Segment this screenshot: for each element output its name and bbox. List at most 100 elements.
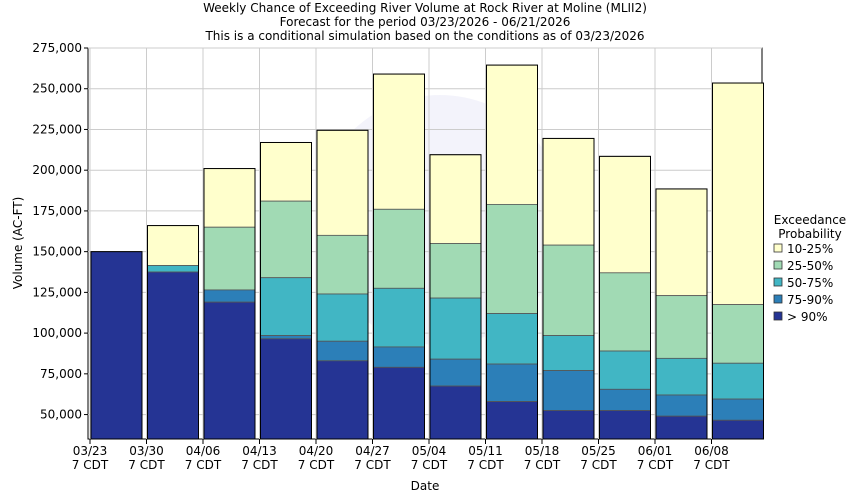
bar-segment-10-25 — [599, 155, 651, 274]
bar-segment-75-90 — [429, 358, 482, 387]
bar-outline — [599, 155, 651, 440]
bar-segment-50-75 — [655, 357, 708, 396]
bar-segment-25-50 — [373, 208, 425, 289]
x-tick-label-tz: 7 CDT — [693, 458, 730, 472]
bar-outline — [316, 129, 369, 440]
bar-outline — [260, 141, 312, 440]
y-axis-label: Volume (AC-FT) — [11, 197, 25, 290]
bar-outline — [655, 188, 708, 440]
bar-outline — [486, 64, 538, 440]
x-tick-label-date: 06/08 — [694, 444, 729, 458]
title-line-3: This is a conditional simulation based o… — [204, 29, 644, 43]
y-tick-label: 200,000 — [32, 163, 82, 177]
y-tick-label: 100,000 — [32, 326, 82, 340]
bar-segment-10-25 — [260, 142, 312, 202]
bar-outline — [203, 168, 256, 440]
bar-segment-75-90 — [542, 370, 595, 411]
bar-outline — [429, 154, 482, 440]
legend-swatch — [773, 243, 783, 253]
bar-segment-50-75 — [373, 287, 425, 348]
bar-segment-50-75 — [260, 277, 312, 336]
y-tick-label: 150,000 — [32, 245, 82, 259]
bar-segment-10-25 — [542, 138, 595, 246]
bar-segment-90 — [203, 301, 256, 440]
bar-segment-50-75 — [429, 297, 482, 360]
bar-week-04-06 — [203, 168, 256, 440]
x-tick-label-tz: 7 CDT — [524, 458, 561, 472]
bar-segment-90 — [429, 385, 482, 440]
legend-label: 50-75% — [787, 276, 833, 290]
legend-label: > 90% — [787, 310, 828, 324]
bar-segment-50-75 — [542, 335, 595, 371]
bar-segment-10-25 — [486, 64, 538, 205]
title-line-2: Forecast for the period 03/23/2026 - 06/… — [280, 15, 571, 29]
bar-segment-25-50 — [655, 295, 708, 359]
legend: Exceedance Probability 10-25% 25-50% 50-75… — [773, 213, 846, 324]
bar-segment-75-90 — [486, 363, 538, 402]
x-tick-label-date: 05/25 — [581, 444, 616, 458]
x-tick-label-date: 05/11 — [468, 444, 503, 458]
bar-segment-10-25 — [655, 188, 708, 297]
bar-segment-75-90 — [373, 346, 425, 368]
bar-week-05-11 — [486, 64, 538, 440]
bar-segment-50-75 — [712, 362, 764, 400]
legend-label: 10-25% — [787, 242, 833, 256]
bar-segment-10-25 — [316, 129, 369, 236]
bar-segment-75-90 — [599, 388, 651, 411]
bar-outline — [542, 137, 595, 440]
bar-segment-75-90 — [203, 289, 256, 303]
bar-segment-25-50 — [486, 203, 538, 314]
legend-label: 75-90% — [787, 293, 833, 307]
y-tick-label: 50,000 — [40, 408, 82, 422]
chart-title: Weekly Chance of Exceeding River Volume … — [203, 1, 647, 43]
x-tick-label-tz: 7 CDT — [241, 458, 278, 472]
bar-outline — [147, 225, 199, 440]
bar-segment-25-50 — [260, 200, 312, 279]
bar-week-06-08 — [712, 82, 764, 440]
x-tick-label-tz: 7 CDT — [467, 458, 504, 472]
y-axis: 50,000 75,000 100,000 125,000 150,000 175,000… — [32, 41, 88, 422]
x-tick-label-date: 05/04 — [412, 444, 447, 458]
x-tick-label-date: 04/27 — [355, 444, 390, 458]
x-tick-label-tz: 7 CDT — [298, 458, 335, 472]
x-tick-label-tz: 7 CDT — [128, 458, 165, 472]
legend-swatch — [773, 311, 783, 321]
bar-segment-10-25 — [203, 168, 256, 228]
bar-segment-90 — [316, 360, 369, 440]
y-tick-label: 175,000 — [32, 204, 82, 218]
legend-swatch — [773, 260, 783, 270]
x-tick-label-tz: 7 CDT — [185, 458, 222, 472]
bar-week-04-27 — [373, 73, 425, 440]
x-axis-label: Date — [411, 479, 440, 493]
y-tick-label: 275,000 — [32, 41, 82, 55]
bars-group — [90, 64, 764, 440]
bar-segment-90 — [712, 419, 764, 440]
bar-segment-10-25 — [712, 82, 764, 305]
bar-week-03-23 — [90, 251, 143, 440]
bar-week-05-25 — [599, 155, 651, 440]
bar-segment-90 — [260, 338, 312, 440]
bar-segment-10-25 — [373, 73, 425, 210]
legend-label: 25-50% — [787, 259, 833, 273]
x-tick-label-date: 04/20 — [299, 444, 334, 458]
x-tick-label-tz: 7 CDT — [72, 458, 109, 472]
bar-segment-25-50 — [429, 243, 482, 299]
bar-week-05-18 — [542, 137, 595, 440]
bar-outline — [712, 82, 764, 440]
bar-outline — [90, 251, 143, 440]
legend-title-line-1: Exceedance — [774, 213, 846, 227]
y-tick-label: 225,000 — [32, 122, 82, 136]
bar-segment-75-90 — [655, 394, 708, 417]
bar-segment-90 — [373, 366, 425, 440]
x-tick-label-date: 06/01 — [638, 444, 673, 458]
x-tick-label-tz: 7 CDT — [411, 458, 448, 472]
bar-week-06-01 — [655, 188, 708, 440]
legend-title-line-2: Probability — [778, 227, 841, 241]
bar-segment-50-75 — [316, 293, 369, 342]
x-tick-label-date: 03/30 — [129, 444, 164, 458]
y-tick-label: 75,000 — [40, 367, 82, 381]
bar-segment-75-90 — [260, 335, 312, 340]
bar-week-03-30 — [147, 225, 199, 440]
